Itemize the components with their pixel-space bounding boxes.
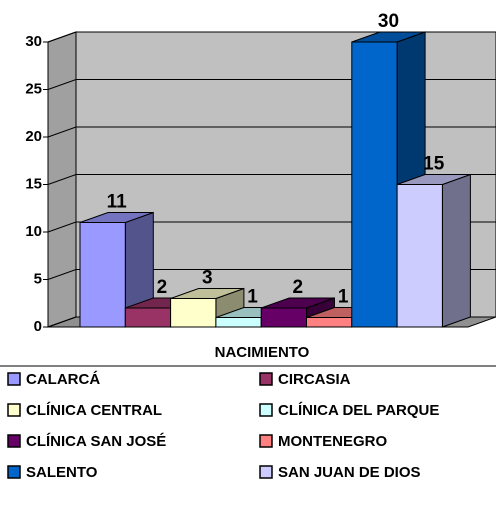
data-label: 1 — [338, 287, 349, 308]
legend-label: SALENTO — [26, 464, 98, 481]
legend-swatch — [7, 465, 21, 479]
y-tick-label: 20 — [25, 128, 42, 145]
x-axis-label: NACIMIENTO — [215, 344, 310, 361]
data-label: 2 — [293, 277, 304, 298]
legend-label: CIRCASIA — [278, 371, 351, 388]
bar-front — [79, 222, 126, 328]
data-label: 15 — [423, 154, 445, 175]
data-label: 1 — [247, 287, 258, 308]
legend-swatch — [7, 372, 21, 386]
data-label: 11 — [107, 192, 128, 213]
y-tick-label: 30 — [25, 33, 42, 50]
legend-swatch — [259, 434, 273, 448]
data-label: 2 — [157, 277, 168, 298]
legend-swatch — [7, 403, 21, 417]
legend-label: MONTENEGRO — [278, 433, 388, 450]
y-tick-label: 25 — [25, 80, 42, 97]
bar-front — [170, 298, 217, 328]
y-tick-label: 10 — [25, 223, 42, 240]
legend-label: CLÍNICA CENTRAL — [26, 402, 162, 419]
grid-line — [47, 31, 496, 43]
bar-front — [260, 307, 308, 328]
y-tick-label: 15 — [25, 175, 42, 192]
legend-swatch — [259, 403, 273, 417]
legend-swatch — [259, 465, 273, 479]
data-label: 3 — [202, 268, 213, 289]
bar — [396, 173, 471, 328]
legend-label: SAN JUAN DE DIOS — [278, 464, 421, 481]
bar-front — [306, 317, 353, 328]
bar-front — [124, 307, 172, 328]
legend-label: CLÍNICA SAN JOSÉ — [26, 433, 166, 450]
y-tick-label: 0 — [34, 318, 42, 335]
bar-front — [396, 184, 443, 328]
bar-front — [351, 41, 398, 328]
bar-side — [441, 173, 471, 328]
bar-front — [215, 317, 262, 328]
y-tick-label: 5 — [34, 270, 42, 287]
data-label: 30 — [378, 11, 399, 32]
legend-label: CLÍNICA DEL PARQUE — [278, 402, 439, 419]
legend-label: CALARCÁ — [26, 371, 100, 388]
legend-swatch — [7, 434, 21, 448]
legend-swatch — [259, 372, 273, 386]
